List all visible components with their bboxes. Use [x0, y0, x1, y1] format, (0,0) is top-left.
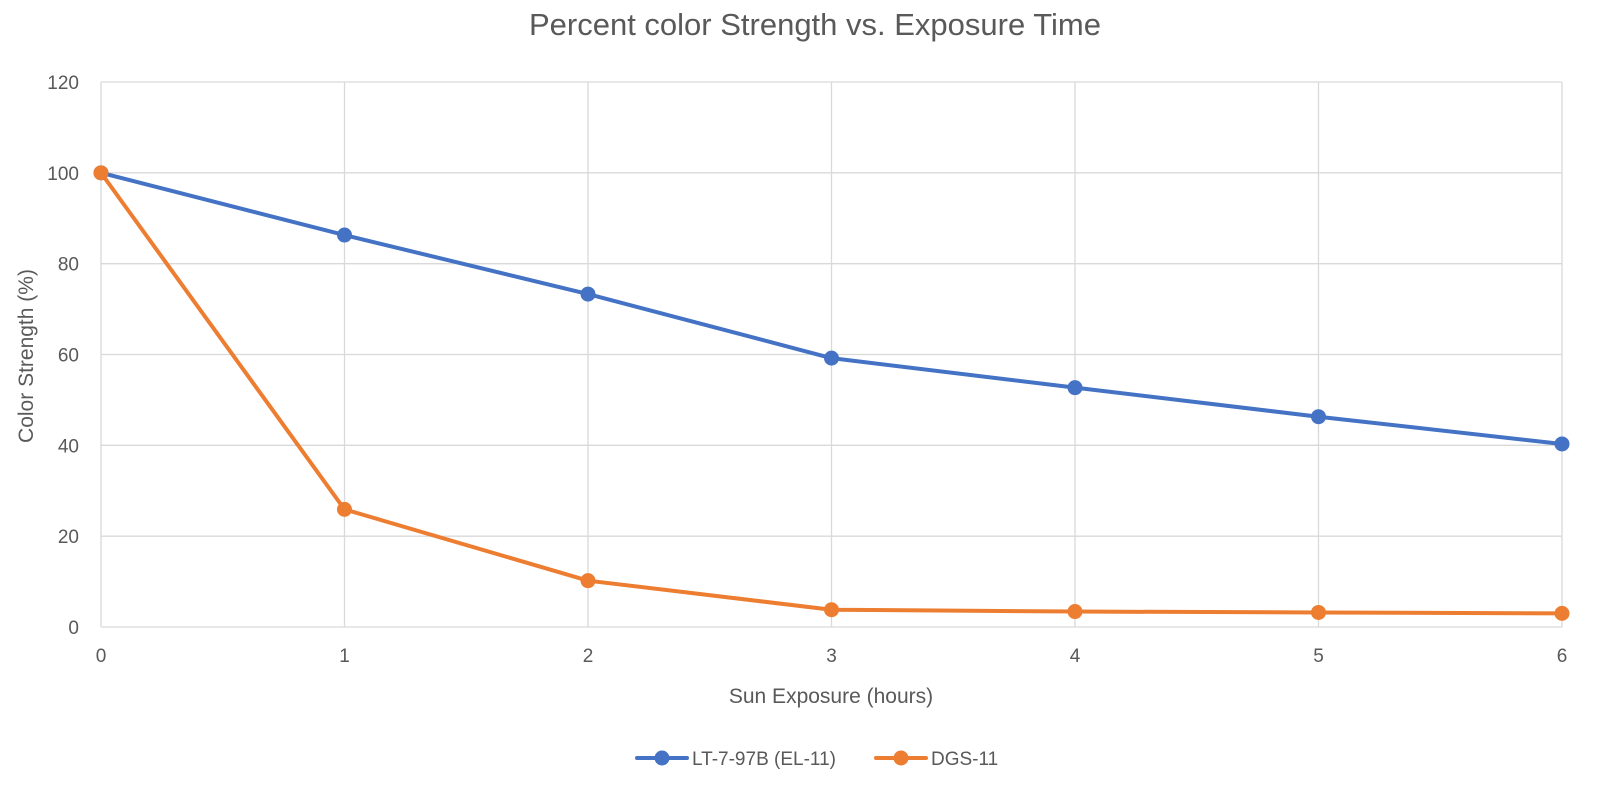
- legend-label: DGS-11: [931, 749, 998, 770]
- series-2: [93, 165, 1570, 621]
- data-point: [580, 286, 596, 302]
- y-tick-label: 40: [58, 436, 79, 457]
- axes: 0 20 40 60 80 100 120 0 1 2 3 4 5 6: [47, 73, 1567, 667]
- legend-item: DGS-11: [874, 749, 998, 770]
- y-tick-label: 0: [68, 618, 79, 639]
- data-point: [93, 165, 109, 181]
- legend-label: LT-7-97B (EL-11): [692, 749, 836, 770]
- x-tick-label: 1: [339, 646, 350, 667]
- x-tick-label: 2: [583, 646, 594, 667]
- data-point: [580, 573, 596, 589]
- y-tick-label: 80: [58, 255, 79, 276]
- legend-marker: [654, 750, 670, 766]
- x-axis-title: Sun Exposure (hours): [729, 685, 933, 708]
- x-tick-label: 3: [826, 646, 837, 667]
- data-point: [824, 350, 839, 366]
- x-tick-label: 0: [96, 646, 107, 667]
- chart-title: Percent color Strength vs. Exposure Time: [529, 7, 1101, 42]
- data-point: [337, 501, 352, 517]
- y-tick-label: 20: [58, 527, 79, 548]
- data-point: [1067, 380, 1083, 396]
- data-point: [337, 227, 352, 243]
- y-tick-label: 60: [58, 346, 79, 367]
- y-tick-label: 100: [47, 164, 79, 185]
- data-point: [1554, 605, 1570, 621]
- x-tick-label: 6: [1557, 646, 1568, 667]
- y-axis-title: Color Strength (%): [15, 269, 38, 443]
- y-tick-label: 120: [47, 73, 79, 94]
- data-point: [824, 602, 839, 618]
- x-tick-label: 5: [1313, 646, 1324, 667]
- series-layer: [93, 165, 1570, 621]
- x-tick-label: 4: [1070, 646, 1081, 667]
- legend-item: LT-7-97B (EL-11): [635, 749, 836, 770]
- grid: [100, 81, 1563, 628]
- data-point: [1311, 604, 1326, 620]
- data-point: [1554, 436, 1570, 452]
- legend: LT-7-97B (EL-11) DGS-11: [635, 749, 998, 770]
- legend-marker: [893, 750, 909, 766]
- data-point: [1067, 604, 1083, 620]
- data-point: [1311, 409, 1326, 425]
